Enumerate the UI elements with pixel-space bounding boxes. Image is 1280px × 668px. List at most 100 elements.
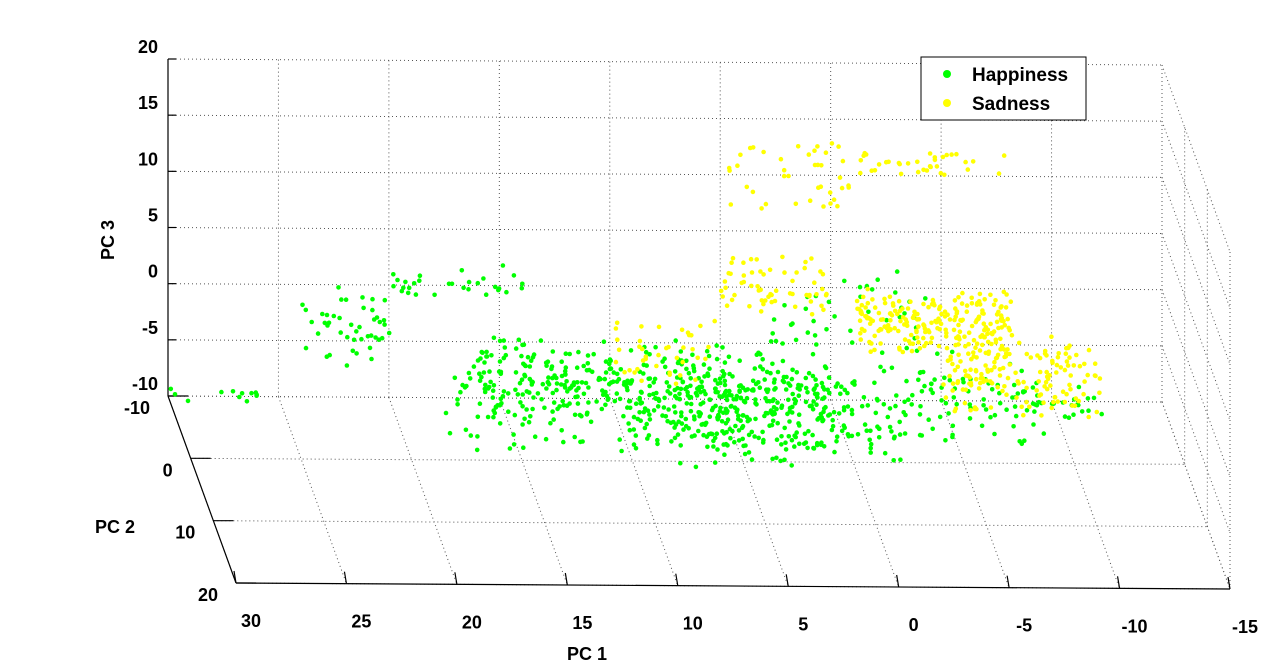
data-point	[698, 389, 703, 395]
data-point	[971, 350, 976, 355]
data-point	[613, 359, 619, 365]
data-point	[723, 388, 729, 394]
x-tick-mark	[1227, 576, 1231, 590]
data-point	[326, 320, 332, 326]
data-point	[695, 386, 700, 391]
data-point	[722, 360, 728, 365]
data-point	[647, 417, 653, 422]
data-point	[868, 445, 873, 451]
data-point	[485, 414, 491, 420]
y-axis-label: PC 2	[95, 517, 135, 537]
data-point	[722, 382, 728, 388]
x-tick-label: 30	[241, 611, 261, 631]
data-point	[683, 386, 688, 392]
x-tick-label: 10	[683, 614, 703, 634]
data-point	[760, 429, 765, 435]
data-point	[684, 358, 689, 364]
data-point	[249, 390, 254, 396]
data-point	[954, 401, 959, 407]
data-point	[981, 397, 986, 402]
data-point	[594, 399, 599, 404]
data-point	[779, 442, 784, 447]
data-point	[669, 439, 674, 444]
data-point	[660, 413, 665, 418]
data-point	[904, 323, 910, 329]
data-point	[889, 365, 895, 371]
z-tick-label: 5	[148, 206, 158, 226]
data-point	[655, 404, 661, 409]
data-point	[790, 391, 795, 397]
data-point	[872, 347, 877, 353]
data-point	[677, 396, 683, 402]
data-point	[565, 389, 570, 394]
gridline	[940, 400, 1010, 588]
data-point	[1074, 352, 1079, 358]
data-point	[1004, 392, 1009, 398]
x-tick-label: -10	[1122, 616, 1148, 636]
data-point	[956, 352, 961, 358]
data-point	[999, 343, 1005, 349]
data-point	[642, 406, 648, 411]
data-point	[725, 443, 730, 448]
data-point	[827, 390, 832, 396]
data-point	[811, 399, 816, 404]
data-point	[805, 390, 810, 395]
data-point	[991, 302, 997, 308]
data-point	[915, 159, 920, 165]
data-point	[904, 320, 910, 325]
data-point	[354, 351, 359, 356]
data-point	[882, 300, 888, 306]
x-tick-mark	[675, 573, 679, 586]
data-point	[926, 417, 931, 423]
data-point	[990, 331, 995, 337]
data-point	[878, 364, 883, 370]
data-point	[876, 435, 882, 440]
data-point	[915, 311, 920, 317]
data-point	[320, 311, 325, 317]
gridline	[1161, 233, 1231, 421]
data-point	[810, 432, 815, 438]
data-point	[185, 398, 191, 404]
data-point	[1054, 362, 1060, 368]
data-point	[998, 336, 1003, 342]
data-point	[1077, 363, 1083, 369]
data-point	[819, 163, 824, 168]
data-point	[1016, 340, 1022, 346]
data-point	[337, 315, 342, 321]
data-point	[822, 387, 827, 392]
data-point	[522, 373, 528, 379]
data-point	[814, 440, 820, 446]
data-point	[528, 358, 534, 364]
data-point	[767, 399, 773, 404]
data-point	[452, 375, 458, 381]
data-point	[549, 364, 555, 369]
data-point	[952, 368, 958, 373]
data-point	[459, 268, 465, 273]
data-point	[758, 287, 763, 293]
data-point	[477, 401, 483, 407]
data-point	[678, 349, 684, 354]
data-point	[559, 428, 564, 433]
data-point	[994, 319, 1000, 325]
data-point	[535, 391, 541, 396]
x-axis-line	[235, 582, 1231, 590]
data-point	[786, 173, 791, 179]
data-point	[870, 297, 875, 302]
data-point	[633, 446, 639, 451]
data-point	[760, 440, 766, 445]
data-point	[749, 457, 755, 462]
data-point	[749, 388, 755, 393]
data-point	[826, 413, 831, 418]
data-point	[954, 311, 960, 316]
data-point	[596, 375, 602, 381]
data-point	[1002, 384, 1007, 389]
data-point	[839, 428, 845, 434]
gridline	[167, 227, 1163, 234]
data-point	[945, 358, 951, 364]
data-point	[996, 309, 1001, 315]
data-point	[564, 403, 570, 409]
data-point	[927, 164, 933, 169]
data-point	[532, 434, 538, 440]
data-point	[708, 431, 714, 437]
data-point	[878, 341, 883, 346]
